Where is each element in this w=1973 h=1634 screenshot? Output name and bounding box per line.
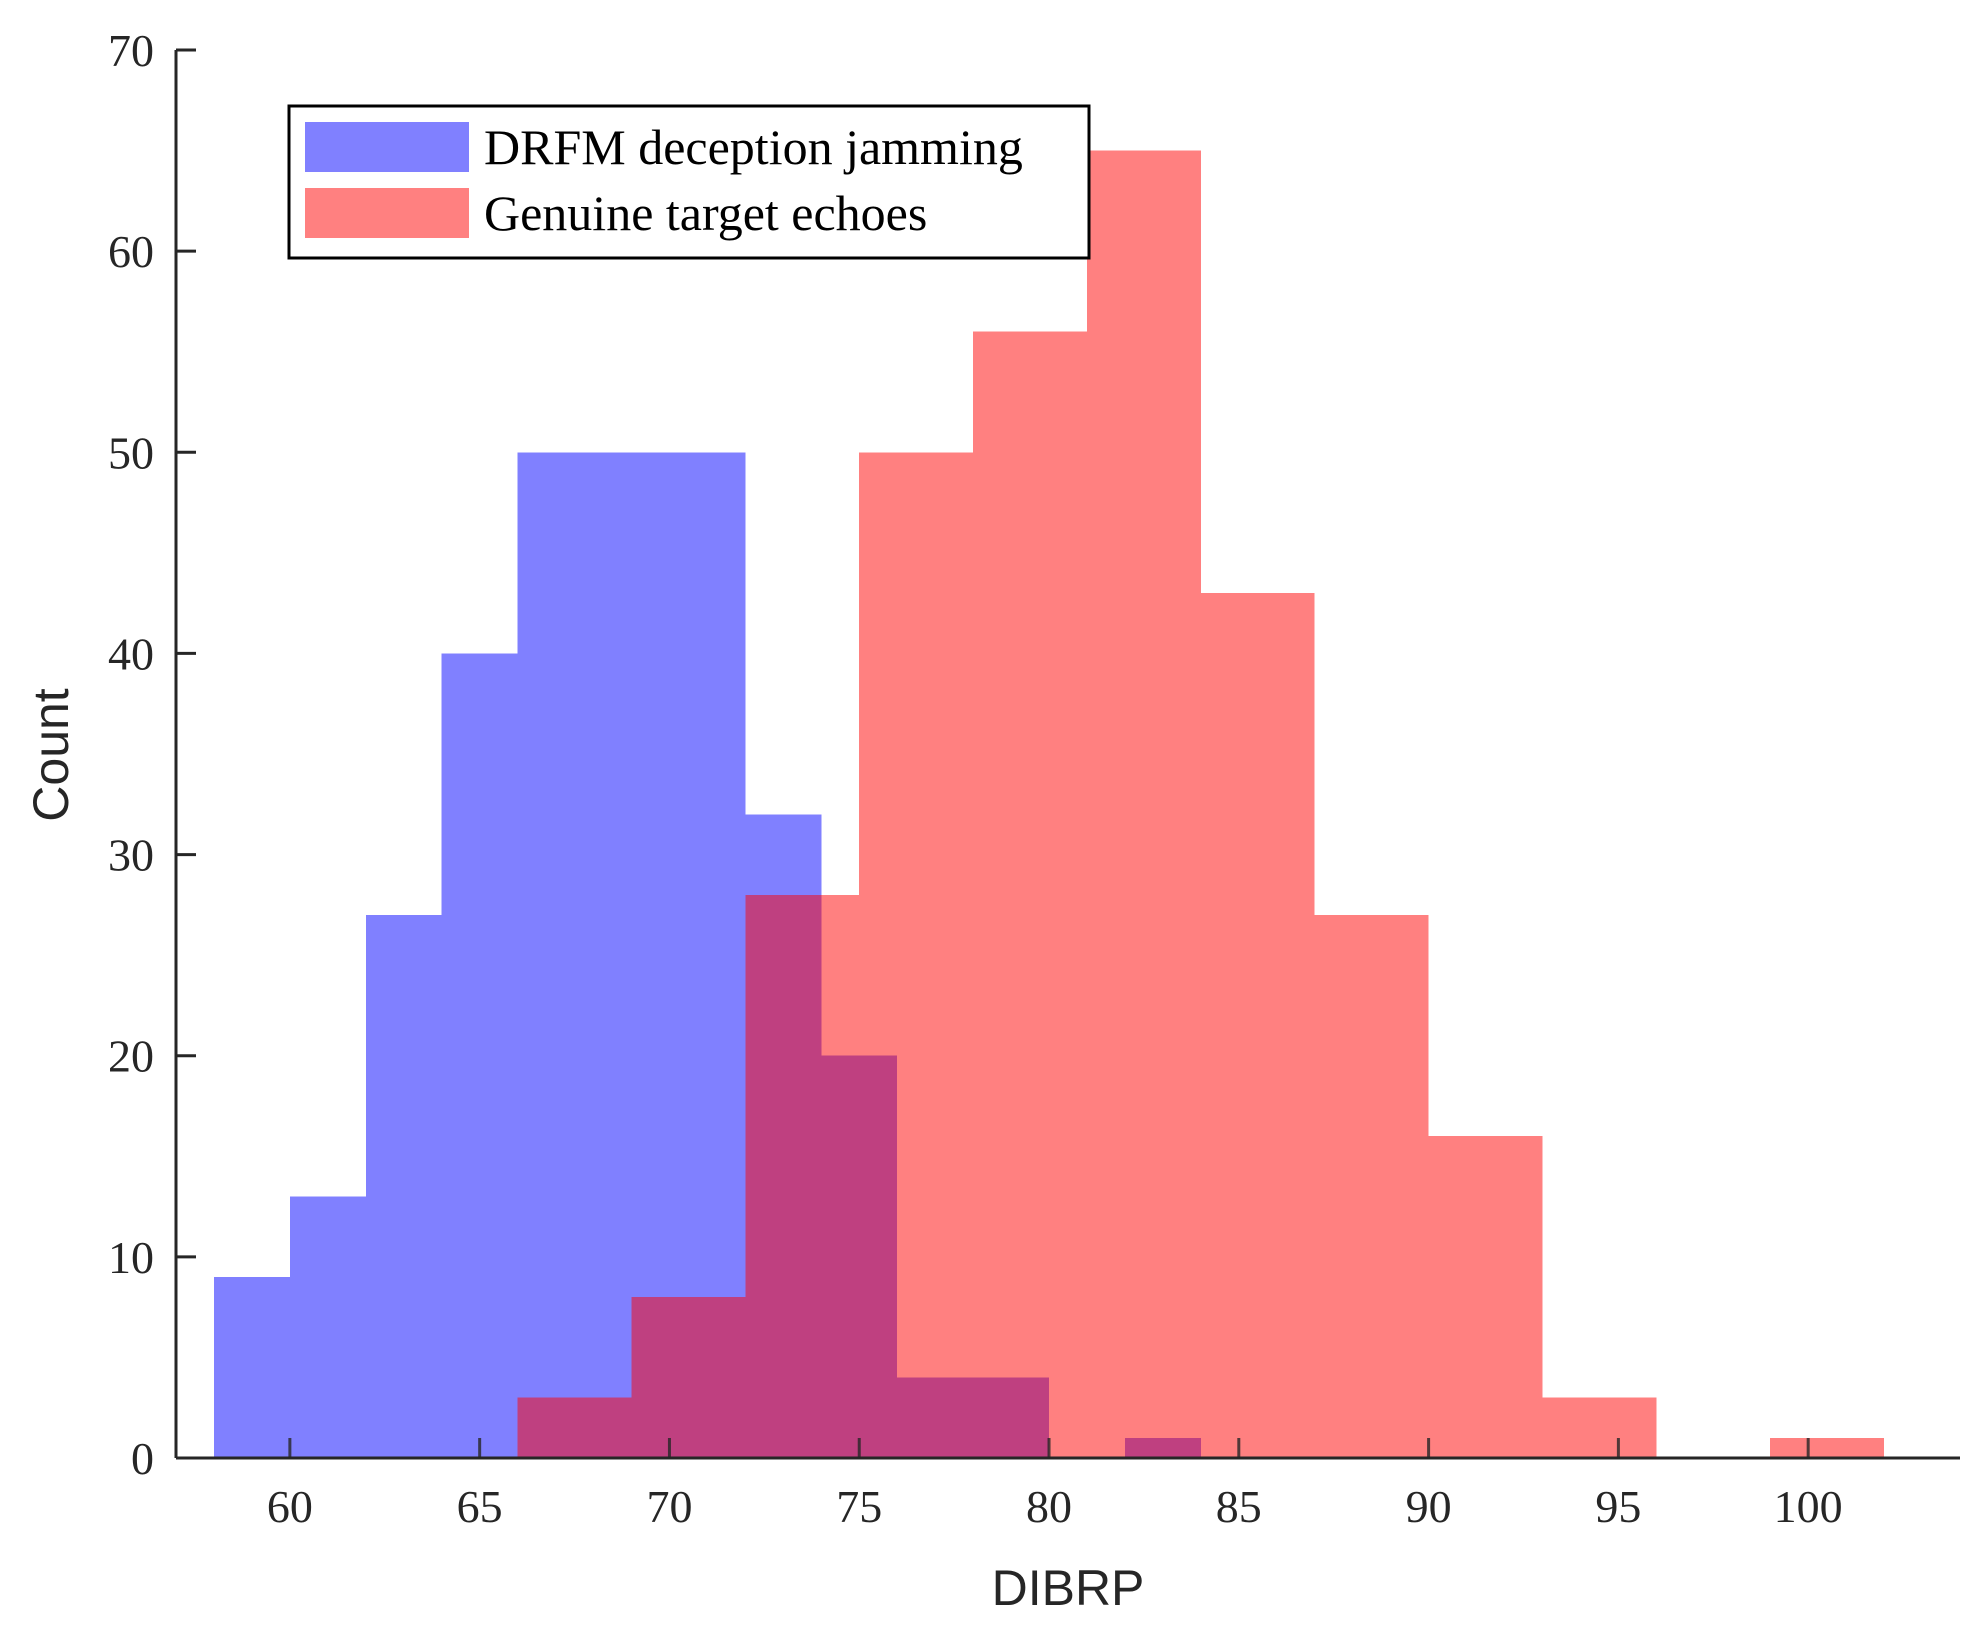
legend: DRFM deception jamming Genuine target ech…	[287, 104, 1091, 260]
legend-swatch	[305, 188, 469, 238]
y-tick-label: 70	[108, 25, 154, 76]
y-tick-label: 20	[108, 1031, 154, 1082]
histogram-bar-series-2	[1428, 1136, 1543, 1458]
overlap-bar	[593, 1397, 632, 1458]
overlap-bar	[973, 1377, 1050, 1458]
x-tick-label: 75	[836, 1481, 882, 1532]
histogram-bar-series-2	[1314, 914, 1429, 1458]
x-tick-label: 65	[457, 1481, 503, 1532]
x-tick-label: 80	[1026, 1481, 1072, 1532]
y-tick-label: 40	[108, 628, 154, 679]
overlap-bar	[1124, 1437, 1201, 1458]
legend-label: Genuine target echoes	[484, 185, 927, 241]
histogram-bar-series-1	[593, 452, 670, 1458]
histogram-bar-series-1	[441, 653, 518, 1458]
overlap-bar	[897, 1377, 974, 1458]
histogram-bar-series-1	[669, 452, 746, 1458]
y-tick-label: 50	[108, 427, 154, 478]
x-axis-title: DIBRP	[992, 1560, 1145, 1616]
histogram-bar-series-2	[973, 331, 1087, 1459]
overlap-bar	[631, 1297, 670, 1458]
overlap-layer	[517, 894, 1201, 1458]
x-tick-label: 100	[1774, 1481, 1843, 1532]
overlap-bar	[859, 1055, 898, 1458]
histogram-bar-series-1	[365, 914, 442, 1458]
legend-swatch	[305, 122, 469, 172]
y-tick-label: 0	[131, 1433, 154, 1484]
histogram-bar-series-1	[213, 1276, 290, 1458]
histogram-bar-series-2	[1086, 150, 1201, 1459]
bars-layer	[213, 150, 1885, 1459]
y-tick-label: 60	[108, 226, 154, 277]
overlap-bar	[821, 1055, 860, 1458]
x-tick-label: 85	[1216, 1481, 1262, 1532]
overlap-bar	[745, 894, 822, 1458]
histogram-bar-series-2	[1770, 1437, 1885, 1458]
x-tick-label: 70	[646, 1481, 692, 1532]
y-tick-label: 30	[108, 830, 154, 881]
y-axis-title: Count	[23, 688, 79, 822]
histogram-bar-series-2	[1200, 593, 1315, 1458]
overlap-bar	[669, 1297, 746, 1458]
overlap-bar	[517, 1397, 594, 1458]
legend-label: DRFM deception jamming	[484, 119, 1023, 175]
x-tick-label: 60	[267, 1481, 313, 1532]
histogram-bar-series-2	[1542, 1397, 1657, 1458]
x-tick-label: 95	[1595, 1481, 1641, 1532]
histogram-bar-series-1	[517, 452, 594, 1458]
x-tick-label: 90	[1406, 1481, 1452, 1532]
axes-layer: 0 10 20 30 40 50 60 70 60 65 70 75 80 85 90 95 100	[108, 25, 1960, 1532]
y-tick-label: 10	[108, 1232, 154, 1283]
histogram-bar-series-1	[289, 1196, 366, 1458]
